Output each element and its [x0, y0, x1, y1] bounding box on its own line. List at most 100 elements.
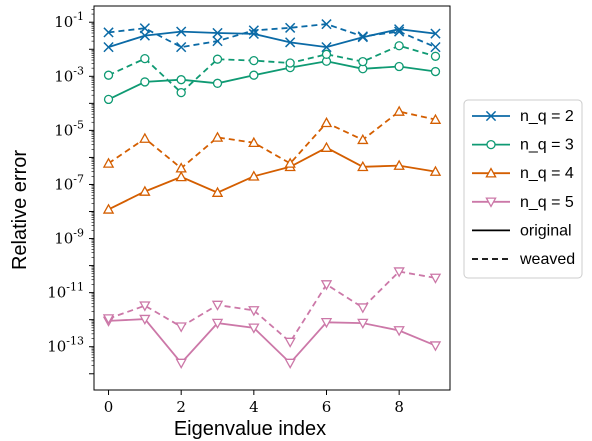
x-axis-label: Eigenvalue index	[174, 418, 326, 440]
legend-item: weaved	[472, 251, 575, 268]
marker-stroke	[430, 28, 441, 39]
series-line	[108, 44, 436, 94]
data-point	[212, 27, 223, 39]
legend-label: n_q = 3	[520, 137, 574, 154]
series-n-q-2-weaved	[103, 19, 441, 53]
marker-stroke	[321, 19, 332, 30]
series-n-q-4-weaved	[102, 105, 442, 173]
y-axis: 10-1 10-3 10-5 10-7 10-9 10-11 10-13	[47, 9, 94, 375]
data-point	[320, 116, 333, 128]
y-tick-label: 10-11	[47, 281, 84, 302]
plot-frame	[93, 5, 451, 391]
data-point	[176, 87, 186, 98]
marker-stroke	[176, 26, 187, 37]
data-point	[248, 323, 260, 334]
data-point	[429, 273, 442, 284]
data-point	[102, 314, 115, 325]
data-point	[284, 337, 296, 348]
marker-stroke	[321, 41, 332, 53]
data-point	[139, 23, 150, 34]
marker-stroke	[430, 41, 441, 53]
data-point	[393, 267, 405, 278]
data-point	[211, 300, 224, 311]
data-point	[320, 141, 333, 152]
data-point	[103, 94, 114, 105]
data-point	[393, 159, 405, 170]
data-point	[357, 303, 369, 314]
legend: n_q = 2 n_q = 3 n_q = 4 n_q = 5 original weav…	[463, 99, 583, 279]
data-point	[429, 113, 442, 124]
marker-stroke	[212, 27, 223, 39]
y-tick-label: 10-1	[54, 10, 84, 31]
data-point	[284, 358, 296, 369]
series-line	[108, 146, 436, 211]
marker-stroke	[394, 24, 405, 35]
legend-label: weaved	[519, 251, 575, 268]
data-point	[175, 358, 187, 369]
data-point	[248, 170, 260, 181]
series-line	[107, 110, 436, 170]
legend-item: n_q = 2	[472, 108, 574, 125]
marker-stroke	[212, 35, 223, 47]
series-line	[108, 318, 436, 365]
data-point	[394, 26, 405, 37]
y-tick-label: 10-5	[54, 118, 84, 139]
legend-item: original	[472, 222, 572, 239]
data-point	[321, 49, 332, 59]
data-point	[393, 326, 405, 337]
data-point	[394, 61, 404, 72]
marker-stroke	[285, 22, 296, 33]
x-tick-label: 4	[249, 398, 259, 416]
data-point	[430, 41, 441, 53]
legend-item: n_q = 4	[472, 165, 574, 182]
data-point	[211, 131, 224, 142]
data-point	[393, 105, 405, 116]
legend-label: original	[520, 222, 572, 239]
marker-stroke	[139, 30, 150, 41]
data-point	[285, 58, 295, 68]
data-point	[357, 31, 368, 42]
data-point	[212, 54, 223, 64]
data-point	[249, 70, 259, 80]
series-n-q-3-weaved	[103, 41, 441, 98]
y-tick-label: 10-9	[54, 227, 84, 248]
y-tick-label: 10-7	[54, 172, 84, 193]
series-line	[108, 270, 436, 344]
data-point	[248, 25, 259, 36]
x-tick-label: 6	[322, 398, 332, 416]
y-tick-label: 10-13	[47, 335, 84, 356]
series-n-q-4-original	[102, 141, 442, 214]
series-n-q-3-original	[103, 56, 441, 105]
data-point	[320, 280, 333, 291]
data-point	[249, 55, 259, 66]
data-point	[176, 26, 187, 37]
data-point	[139, 301, 151, 312]
data-point	[248, 306, 260, 317]
marker-stroke	[485, 110, 497, 122]
data-point	[357, 133, 369, 145]
series-line	[108, 28, 436, 49]
x-tick-label: 8	[394, 398, 404, 416]
legend-label: n_q = 2	[520, 108, 574, 125]
data-point	[212, 78, 223, 88]
legend-item: n_q = 5	[472, 194, 574, 211]
data-point	[430, 51, 441, 61]
data-point	[102, 203, 115, 214]
data-point	[139, 132, 151, 143]
data-point	[176, 41, 187, 53]
data-point	[139, 30, 150, 41]
data-point	[285, 22, 296, 33]
y-tick-label: 10-3	[54, 64, 84, 85]
plot-area	[93, 5, 451, 391]
data-point	[320, 317, 333, 329]
data-point	[102, 157, 115, 168]
data-point	[175, 171, 187, 182]
data-point	[358, 56, 368, 67]
legend-marker	[485, 197, 497, 208]
marker-stroke	[248, 25, 259, 36]
data-point	[103, 70, 114, 80]
legend-label: n_q = 4	[520, 165, 574, 182]
marker-stroke	[357, 31, 368, 42]
data-point	[430, 28, 441, 39]
